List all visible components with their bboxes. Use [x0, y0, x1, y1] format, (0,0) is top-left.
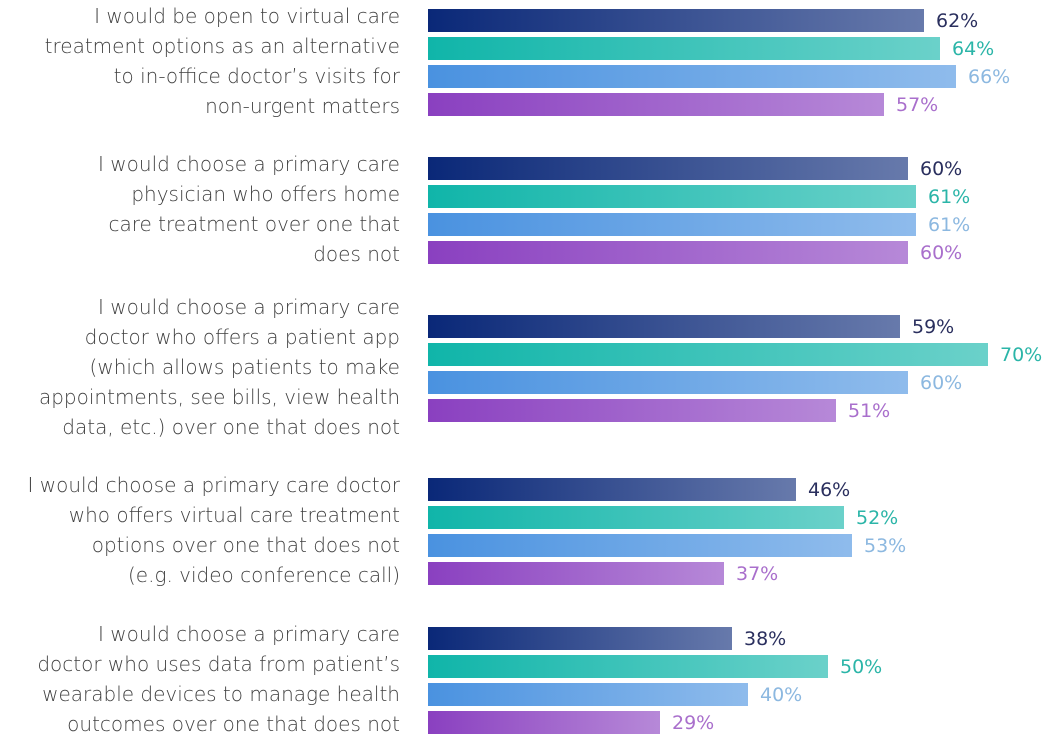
bar [428, 37, 940, 60]
value-label: 60% [920, 158, 962, 180]
category-label: non-urgent matters [205, 94, 400, 118]
category-label: doctor who uses data from patient’s [37, 652, 400, 676]
value-label: 61% [928, 186, 970, 208]
category-label: I would choose a primary care [98, 295, 400, 319]
category-label: outcomes over one that does not [67, 712, 400, 736]
bar [428, 241, 908, 264]
category-label: (e.g. video conference call) [128, 563, 400, 587]
value-label: 40% [760, 684, 802, 706]
bar [428, 371, 908, 394]
bar [428, 9, 924, 32]
category-label: data, etc.) over one that does not [62, 415, 400, 439]
category-label: who offers virtual care treatment [69, 503, 400, 527]
bar [428, 534, 852, 557]
bar [428, 683, 748, 706]
bar [428, 655, 828, 678]
bar [428, 506, 844, 529]
value-label: 38% [744, 628, 786, 650]
bar [428, 213, 916, 236]
value-label: 66% [968, 66, 1010, 88]
value-label: 64% [952, 38, 994, 60]
bar [428, 315, 900, 338]
category-label: treatment options as an alternative [45, 34, 400, 58]
value-label: 62% [936, 10, 978, 32]
category-label: I would choose a primary care doctor [27, 473, 400, 497]
bar [428, 157, 908, 180]
value-label: 57% [896, 94, 938, 116]
bar [428, 627, 732, 650]
bar [428, 343, 988, 366]
category-label: care treatment over one that [108, 212, 400, 236]
category-label: wearable devices to manage health [42, 682, 400, 706]
bar [428, 711, 660, 734]
value-label: 29% [672, 712, 714, 734]
value-label: 70% [1000, 344, 1042, 366]
value-label: 46% [808, 479, 850, 501]
value-label: 59% [912, 316, 954, 338]
value-label: 52% [856, 507, 898, 529]
category-label: I would be open to virtual care [94, 4, 400, 28]
bar [428, 478, 796, 501]
category-label: does not [313, 242, 400, 266]
value-label: 60% [920, 242, 962, 264]
bar [428, 93, 884, 116]
bar [428, 65, 956, 88]
value-label: 51% [848, 400, 890, 422]
value-label: 61% [928, 214, 970, 236]
category-label: appointments, see bills, view health [39, 385, 400, 409]
bar [428, 562, 724, 585]
category-label: I would choose a primary care [98, 152, 400, 176]
category-label: physician who offers home [131, 182, 400, 206]
category-label: (which allows patients to make [90, 355, 400, 379]
category-label: doctor who offers a patient app [85, 325, 400, 349]
value-label: 50% [840, 656, 882, 678]
category-label: options over one that does not [92, 533, 400, 557]
category-label: to in-office doctor’s visits for [114, 64, 401, 88]
value-label: 37% [736, 563, 778, 585]
value-label: 60% [920, 372, 962, 394]
bar [428, 399, 836, 422]
bar [428, 185, 916, 208]
value-label: 53% [864, 535, 906, 557]
category-label: I would choose a primary care [98, 622, 400, 646]
